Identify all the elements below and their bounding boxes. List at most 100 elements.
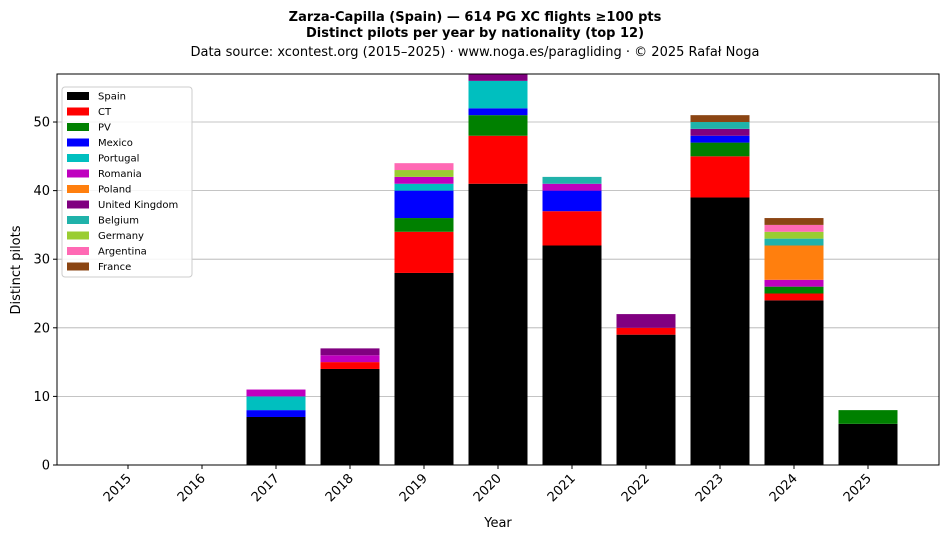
bar-segment-2019-germany — [394, 170, 454, 177]
legend-label-pv: PV — [98, 123, 111, 134]
x-tick-label: 2022 — [619, 471, 653, 505]
x-tick-label: 2025 — [841, 471, 875, 505]
x-tick-label: 2017 — [249, 471, 283, 505]
legend-swatch-mexico — [67, 138, 89, 147]
bar-segment-2020-portugal — [468, 80, 528, 109]
y-tick-label: 50 — [33, 116, 50, 131]
legend-label-germany: Germany — [98, 231, 144, 242]
legend-swatch-pv — [67, 123, 89, 131]
bar-segment-2018-spain — [320, 368, 380, 465]
legend-label-mexico: Mexico — [98, 138, 133, 149]
chart-title-line-2: Distinct pilots per year by nationality … — [306, 26, 644, 41]
bar-segment-2022-ct — [616, 327, 676, 335]
bar-segment-2020-spain — [468, 183, 528, 465]
y-tick-label: 20 — [33, 321, 50, 336]
bar-segment-2020-ct — [468, 135, 528, 184]
x-tick-label: 2021 — [545, 471, 579, 505]
bar-segment-2021-belgium — [542, 176, 602, 184]
legend-swatch-belgium — [67, 216, 89, 224]
legend-swatch-united-kingdom — [67, 200, 89, 209]
bar-segment-2018-romania — [320, 355, 380, 363]
legend-label-belgium: Belgium — [98, 216, 139, 227]
bar-segment-2024-pv — [764, 286, 824, 294]
x-tick-label: 2016 — [175, 471, 209, 505]
legend: Spain CT PV Mexico Portugal Romania Poland Unit… — [61, 86, 193, 278]
bar-segment-2021-romania — [542, 183, 602, 191]
legend-label-romania: Romania — [98, 169, 142, 180]
bar-segment-2021-mexico — [542, 190, 602, 212]
legend-label-spain: Spain — [98, 92, 126, 103]
legend-swatch-spain — [67, 92, 89, 100]
bar-segment-2017-portugal — [246, 396, 306, 411]
bar-segment-2024-argentina — [764, 224, 824, 232]
bar-segment-2024-romania — [764, 279, 824, 287]
y-tick-label: 0 — [42, 459, 50, 474]
x-tick-label: 2023 — [693, 471, 727, 505]
bar-segment-2025-pv — [838, 410, 898, 424]
legend-label-ct: CT — [98, 107, 112, 118]
legend-swatch-ct — [67, 107, 89, 116]
bar-segment-2023-united-kingdom — [690, 128, 750, 136]
x-tick-label: 2018 — [323, 471, 357, 505]
legend-swatch-portugal — [67, 154, 89, 162]
legend-label-poland: Poland — [98, 185, 131, 196]
bar-segment-2023-mexico — [690, 135, 750, 143]
bar-segment-2019-mexico — [394, 190, 454, 219]
bars — [246, 74, 898, 465]
x-tick-label: 2019 — [397, 471, 431, 505]
legend-swatch-germany — [67, 231, 89, 240]
x-tick-label: 2020 — [471, 471, 505, 505]
bar-segment-2020-mexico — [468, 108, 528, 116]
legend-swatch-romania — [67, 169, 89, 178]
legend-swatch-france — [67, 262, 89, 271]
bar-segment-2017-mexico — [246, 410, 306, 417]
legend-label-argentina: Argentina — [98, 247, 147, 258]
legend-label-portugal: Portugal — [98, 154, 139, 165]
bar-segment-2024-germany — [764, 231, 824, 239]
legend-label-united-kingdom: United Kingdom — [98, 200, 178, 211]
bar-segment-2022-spain — [616, 334, 676, 465]
chart-subtitle: Data source: xcontest.org (2015–2025) · … — [190, 45, 759, 60]
chart-title-line-1: Zarza-Capilla (Spain) — 614 PG XC flight… — [289, 10, 662, 25]
legend-swatch-argentina — [67, 247, 89, 255]
y-tick-label: 30 — [33, 253, 50, 268]
bar-segment-2019-portugal — [394, 183, 454, 191]
bar-segment-2023-france — [690, 115, 750, 123]
bar-segment-2024-belgium — [764, 238, 824, 246]
bar-segment-2024-poland — [764, 245, 824, 280]
bar-segment-2018-united-kingdom — [320, 348, 380, 356]
x-tick-label: 2015 — [101, 471, 135, 505]
x-tick-label: 2024 — [767, 471, 801, 505]
bar-segment-2020-pv — [468, 115, 528, 136]
bar-segment-2017-romania — [246, 389, 306, 397]
bar-segment-2023-ct — [690, 156, 750, 198]
x-axis-label: Year — [483, 516, 512, 531]
y-tick-label: 40 — [33, 184, 50, 199]
bar-segment-2019-pv — [394, 218, 454, 232]
bar-segment-2019-ct — [394, 231, 454, 273]
legend-box — [61, 86, 193, 278]
bar-segment-2024-ct — [764, 293, 824, 301]
bar-segment-2021-spain — [542, 245, 602, 465]
bar-segment-2025-spain — [838, 423, 898, 465]
bar-segment-2023-spain — [690, 197, 750, 465]
y-axis: 0 10 20 30 40 50 — [33, 116, 57, 474]
x-axis: 2015 2016 2017 2018 2019 2020 2021 2022 2023 2024… — [101, 465, 875, 505]
bar-segment-2024-france — [764, 218, 824, 225]
bar-segment-2019-spain — [394, 272, 454, 465]
bar-segment-2024-spain — [764, 300, 824, 465]
bar-segment-2023-belgium — [690, 122, 750, 129]
legend-label-france: France — [98, 262, 131, 273]
bar-segment-2020-united-kingdom — [468, 74, 528, 81]
bar-segment-2021-ct — [542, 211, 602, 246]
legend-swatch-poland — [67, 185, 89, 193]
bar-segment-2017-spain — [246, 416, 306, 465]
bar-segment-2023-pv — [690, 142, 750, 157]
y-tick-label: 10 — [33, 390, 50, 405]
bar-segment-2019-romania — [394, 176, 454, 184]
bar-segment-2022-united-kingdom — [616, 314, 676, 328]
bar-segment-2019-argentina — [394, 163, 454, 171]
bar-segment-2018-ct — [320, 362, 380, 369]
